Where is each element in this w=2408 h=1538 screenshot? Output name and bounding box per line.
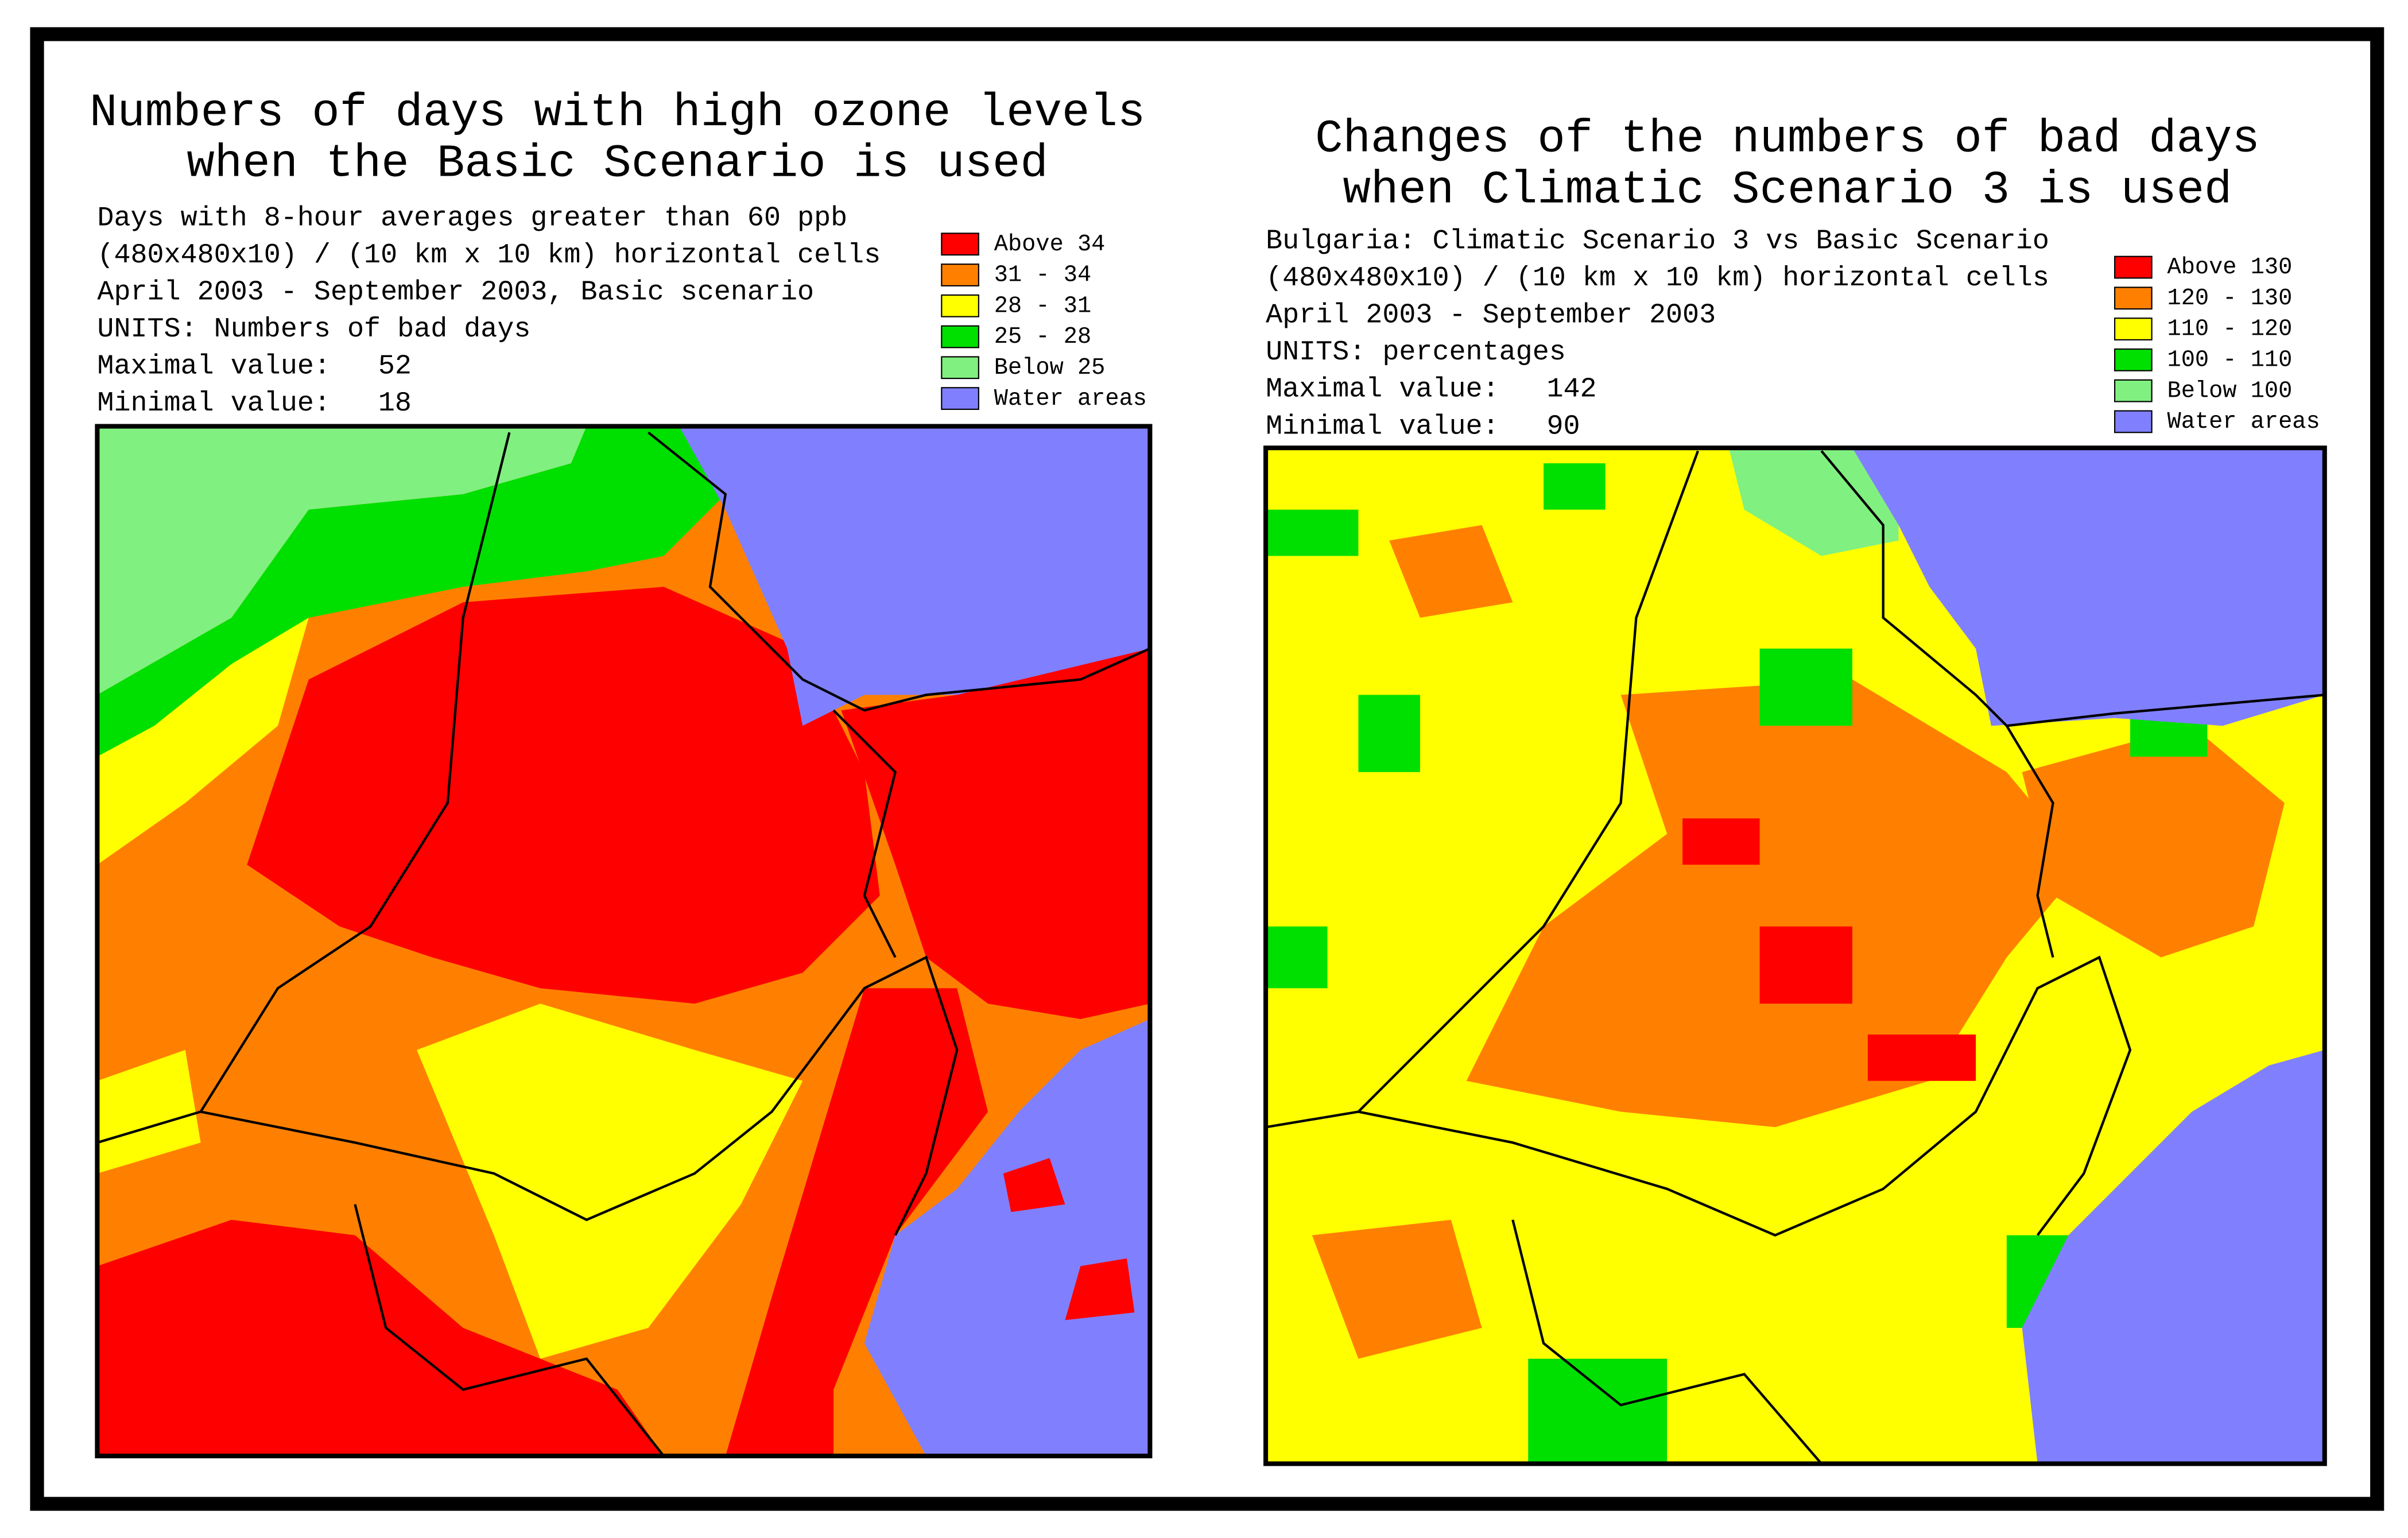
legend-swatch (2114, 410, 2153, 433)
map-region (1682, 818, 1760, 865)
border-line (647, 431, 1150, 712)
legend-label: 31 - 34 (994, 262, 1091, 289)
map (97, 426, 1150, 1456)
map-region (247, 587, 880, 1004)
border-line (2005, 725, 2054, 958)
info-line: April 2003 - September 2003, Basic scena… (97, 276, 814, 308)
border-line (200, 955, 959, 1236)
legend-label: Above 34 (994, 231, 1106, 258)
legend-label: Water areas (994, 386, 1147, 412)
map-region (1852, 448, 2325, 726)
legend-label: Above 130 (2167, 254, 2293, 281)
map-region (97, 617, 309, 865)
panel-title: when the Basic Scenario is used (187, 138, 1048, 191)
map-region (1867, 1035, 1976, 1081)
panel-title: when Climatic Scenario 3 is used (1343, 164, 2232, 216)
min-value: 18 (378, 388, 412, 419)
legend-label: 25 - 28 (994, 324, 1091, 350)
map-region (97, 1219, 664, 1456)
min-label: Minimal value: (1266, 410, 1499, 442)
legend-swatch (2114, 286, 2153, 310)
map-region (1528, 1358, 1668, 1464)
map-region (97, 426, 587, 695)
legend-swatch (2114, 255, 2153, 279)
legend-swatch (2114, 348, 2153, 371)
legend-swatch (941, 294, 979, 317)
info-line: UNITS: percentages (1266, 336, 1566, 368)
map-region (97, 1049, 201, 1174)
border-line (1266, 450, 1700, 1129)
border-line (354, 1204, 665, 1456)
min-label: Minimal value: (97, 388, 331, 419)
max-label: Maximal value: (1266, 374, 1499, 405)
map-region (725, 988, 988, 1456)
map-region (1389, 525, 1513, 618)
map-region (1466, 679, 2084, 1128)
min-value: 90 (1546, 410, 1580, 442)
map-frame (1263, 445, 2327, 1466)
info-line: April 2003 - September 2003 (1266, 300, 1716, 331)
map-region (679, 426, 1150, 726)
border-line (1358, 955, 2132, 1237)
map-region (864, 1019, 1150, 1456)
legend-swatch (941, 264, 979, 286)
map (1266, 448, 2325, 1464)
legend-label: 110 - 120 (2167, 316, 2293, 343)
info-line: Days with 8-hour averages greater than 6… (97, 202, 847, 234)
legend-label: Below 25 (994, 355, 1106, 381)
map-region (1728, 448, 1899, 556)
info-line: Bulgaria: Climatic Scenario 3 vs Basic S… (1266, 226, 2049, 257)
legend-label: Water areas (2167, 409, 2320, 435)
map-region (841, 648, 1150, 1020)
map-region (1759, 926, 1852, 1004)
legend-swatch (941, 233, 979, 256)
border-line (1820, 450, 2325, 727)
legend-swatch (2114, 379, 2153, 402)
max-label: Maximal value: (97, 350, 331, 382)
info-line: (480x480x10) / (10 km x 10 km) horizonta… (97, 239, 881, 271)
map-region (1266, 926, 1328, 989)
map-region (1312, 1219, 1482, 1359)
legend-label: 28 - 31 (994, 293, 1091, 319)
map-region (417, 1004, 803, 1359)
map-region (1759, 648, 1852, 726)
legend-swatch (941, 387, 979, 410)
border-line (1511, 1219, 1823, 1464)
map-region (2022, 726, 2285, 958)
panel-title: Numbers of days with high ozone levels (90, 87, 1145, 140)
panel: Numbers of days with high ozone levelswh… (90, 87, 1153, 1459)
panel-title: Changes of the numbers of bad days (1315, 114, 2260, 166)
max-value: 52 (378, 350, 412, 382)
map-region (1544, 463, 1606, 510)
legend-swatch (2114, 317, 2153, 341)
map-region (1065, 1258, 1135, 1320)
legend-label: 120 - 130 (2167, 285, 2293, 312)
map-region (1266, 509, 1359, 556)
max-value: 142 (1546, 374, 1596, 405)
info-line: UNITS: Numbers of bad days (97, 313, 530, 345)
legend-label: 100 - 110 (2167, 347, 2293, 374)
map-region (1003, 1158, 1065, 1212)
map-region (1358, 695, 1420, 772)
legend-swatch (941, 356, 979, 379)
info-line: (480x480x10) / (10 km x 10 km) horizonta… (1266, 262, 2049, 294)
map-region (97, 426, 726, 757)
border-line (832, 709, 897, 958)
legend-swatch (941, 325, 979, 348)
map-frame (95, 424, 1153, 1459)
legend-label: Below 100 (2167, 378, 2293, 404)
map-region (2022, 1049, 2325, 1464)
